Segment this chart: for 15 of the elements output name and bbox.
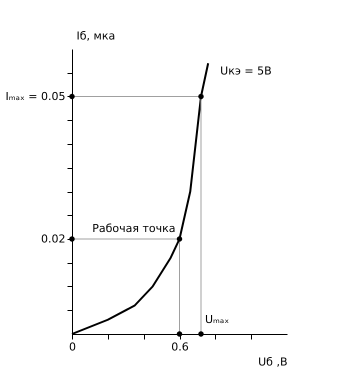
series-label: Uкэ = 5В: [220, 64, 272, 78]
annotation: Рабочая точка: [92, 222, 176, 235]
point: [176, 236, 182, 242]
annotation: Uₘₐₓ: [205, 313, 230, 326]
y-tick-label: 0.02: [41, 232, 66, 246]
y-axis-title: Iб, мка: [76, 30, 116, 42]
point: [198, 331, 204, 337]
point: [69, 236, 75, 242]
point: [198, 94, 204, 100]
point: [176, 331, 182, 337]
x-tick-label: 0: [69, 340, 76, 354]
point: [69, 94, 75, 100]
x-axis-title: Uб ,В: [258, 356, 288, 368]
x-tick-label: 0.6: [171, 340, 189, 354]
y-tick-label: Iₘₐₓ = 0.05: [6, 90, 66, 103]
